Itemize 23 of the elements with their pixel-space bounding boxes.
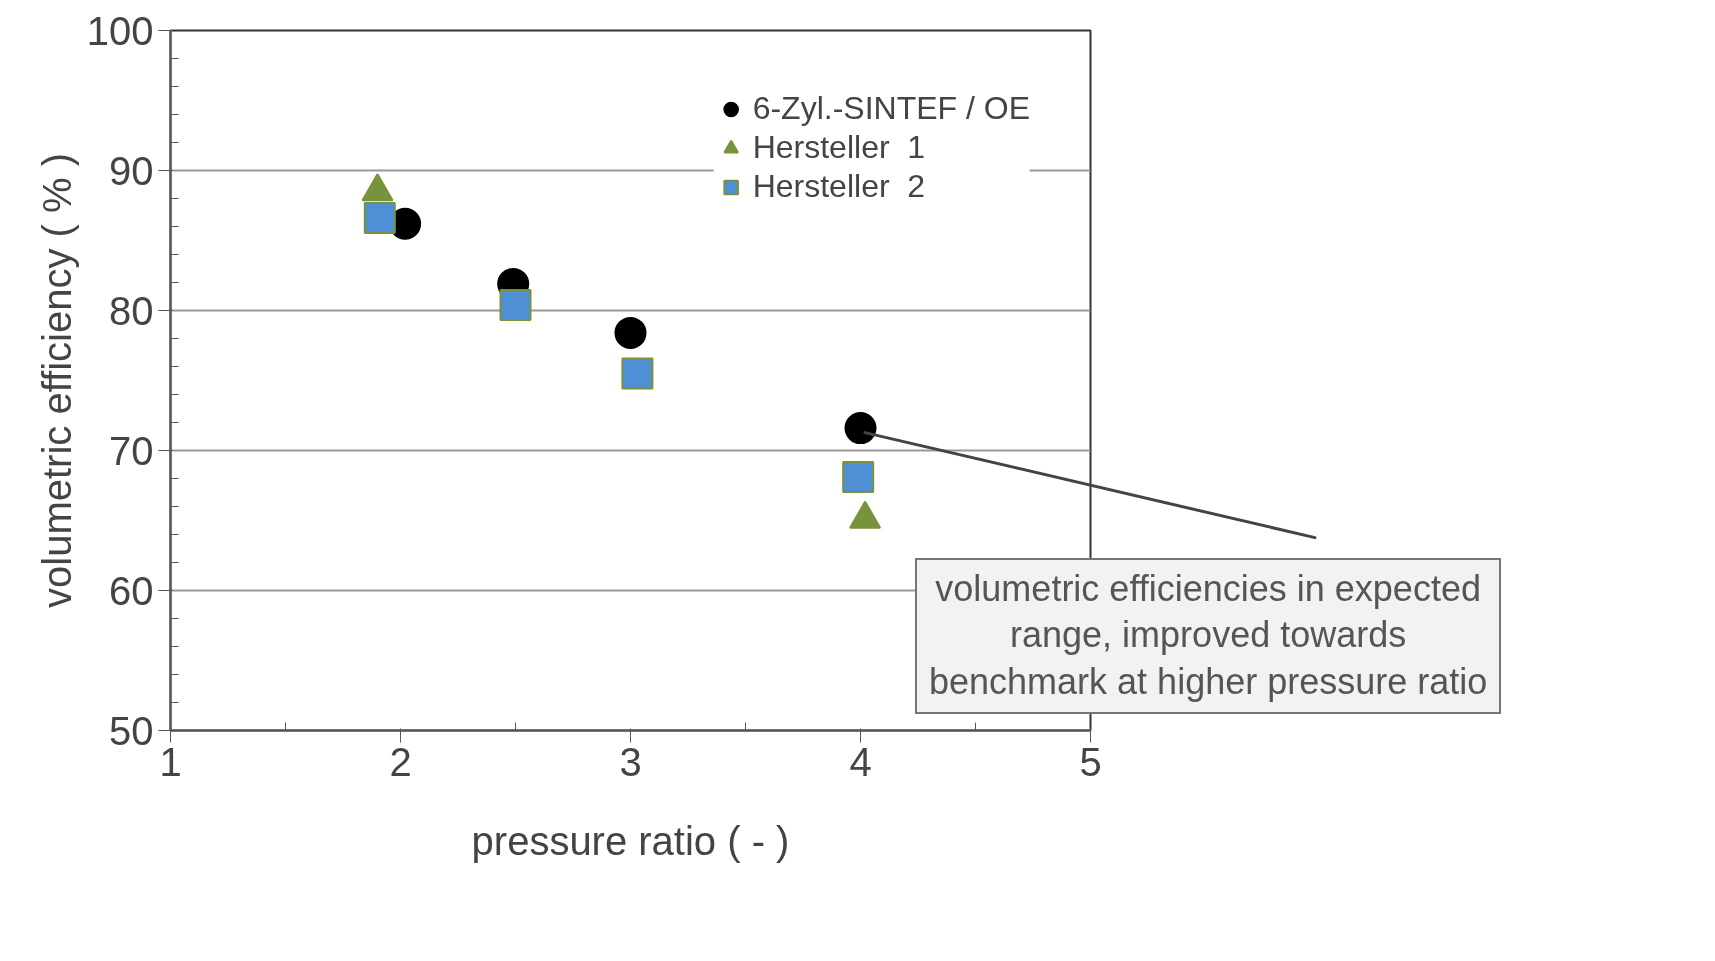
x-tick-label: 3 [619,739,642,784]
x-tick-label: 4 [849,739,872,784]
y-tick-label: 100 [86,8,154,53]
x-tick-label: 1 [159,739,182,784]
legend-label: Hersteller 1 [752,129,926,166]
point [842,461,875,494]
point [621,357,654,390]
point [614,316,647,349]
legend-label: 6-Zyl.-SINTEF / OE [752,90,1030,127]
x-axis-title: pressure ratio ( - ) [471,818,790,863]
x-tick-label: 5 [1079,739,1102,784]
y-tick-label: 50 [109,708,154,753]
point [363,202,396,235]
legend-label: Hersteller 2 [752,168,926,205]
y-axis-title: volumetric efficiency ( % ) [34,153,79,608]
annotation: volumetric efficiencies in expected range, improved towards benchmark at higher pressure ratio [915,557,1502,714]
point [844,412,877,445]
y-tick-label: 90 [109,148,154,193]
y-tick-label: 70 [109,428,154,473]
x-tick-label: 2 [389,739,412,784]
y-tick-label: 60 [109,568,154,613]
point [499,288,532,321]
y-tick-label: 80 [109,288,154,333]
